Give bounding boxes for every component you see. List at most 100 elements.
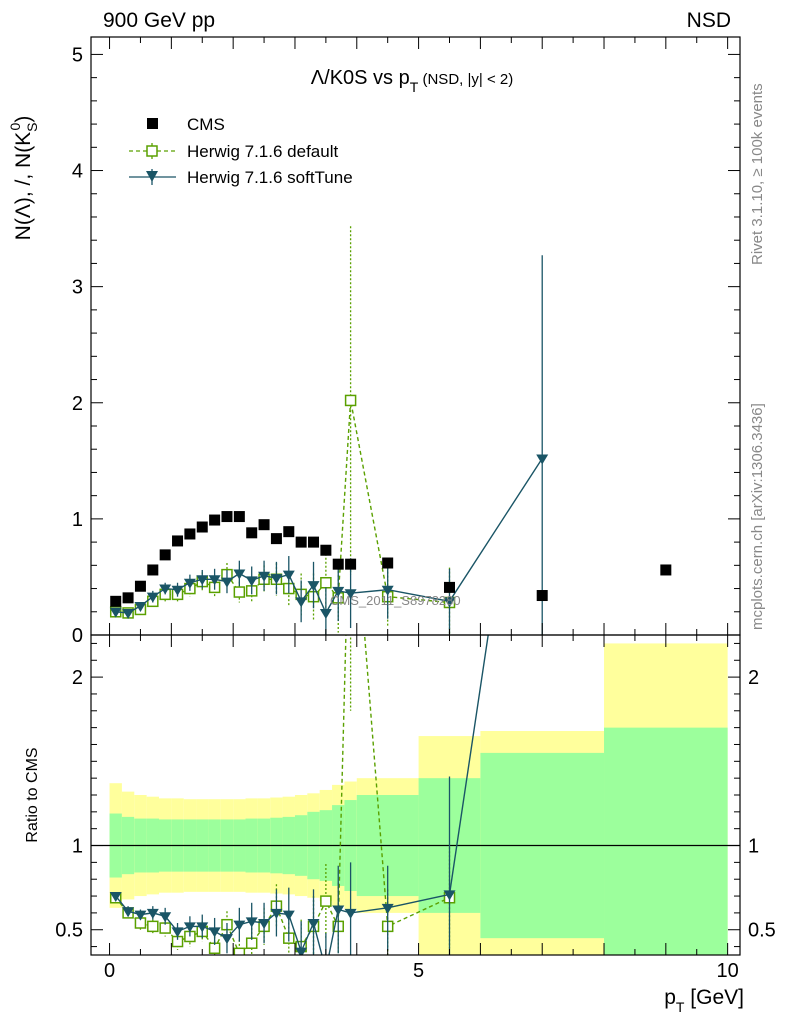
data-point [246, 527, 258, 539]
data-point [270, 574, 283, 585]
main-y-axis: 0 1 2 3 4 5 [72, 37, 740, 647]
data-point [109, 892, 122, 903]
data-point [295, 536, 307, 548]
data-point [147, 564, 159, 576]
data-point [344, 908, 357, 919]
data-point [320, 544, 332, 556]
data-point [332, 905, 345, 916]
data-point [344, 394, 357, 407]
main-title: Λ/K0S vs pT (NSD, |y| < 2) [311, 67, 513, 95]
data-point [443, 581, 455, 593]
main-title-tail: (NSD, |y| < 2) [418, 71, 513, 88]
watermark: CMS_2011_S8978280 [330, 593, 461, 608]
data-point [308, 536, 320, 548]
data-point [183, 922, 196, 933]
data-point [122, 907, 135, 918]
ratio-y-tick-label-right: 2 [748, 667, 759, 689]
ratio-y-tick-label-right: 1 [748, 836, 759, 858]
data-point [196, 521, 208, 533]
main-plot-area [109, 226, 672, 635]
data-point [295, 597, 308, 608]
data-point [660, 564, 672, 576]
data-point [159, 549, 171, 561]
data-point [258, 919, 271, 929]
data-point [332, 558, 344, 570]
data-point [184, 528, 196, 540]
ratio-xlabel: pT [GeV] [664, 986, 744, 1015]
data-point [110, 595, 122, 607]
data-point [208, 575, 221, 586]
data-point [196, 922, 209, 933]
ratio-y-axis: 0.5 0.5 1 1 2 2 [55, 642, 776, 948]
data-point [270, 908, 283, 919]
data-point [443, 890, 456, 901]
main-ylabel-sup: 0 [7, 122, 23, 130]
y-tick-label: 2 [72, 393, 83, 415]
ratio-panel: Ratio to CMS 0.5 0.5 1 1 2 2 0 5 10 pT [GeV] [24, 634, 776, 1015]
data-point [536, 590, 548, 602]
data-point [221, 511, 233, 523]
data-point [332, 586, 345, 597]
data-point [320, 895, 332, 907]
data-point [209, 514, 221, 526]
data-point [345, 558, 357, 570]
legend-marker-cms [147, 118, 158, 129]
data-point [282, 570, 295, 581]
header-left: 900 GeV pp [103, 9, 215, 32]
data-point [147, 920, 159, 933]
data-point [320, 576, 332, 589]
legend-label-cms: CMS [187, 115, 225, 134]
uncertainty-band-inner [604, 727, 728, 955]
legend-marker-softtune [146, 171, 158, 182]
data-point [220, 577, 233, 588]
data-point [233, 569, 246, 580]
data-point [159, 912, 172, 923]
data-point [381, 585, 394, 596]
side-label-top: Rivet 3.1.10, ≥ 100k events [749, 83, 766, 265]
data-point [233, 511, 245, 523]
ratio-ylabel: Ratio to CMS [24, 747, 41, 842]
data-point [536, 454, 549, 465]
main-ylabel-tail: ) [12, 116, 35, 123]
main-ylabel-text: N(Λ), /, N(K [12, 132, 35, 241]
data-point [122, 592, 134, 604]
data-point [307, 919, 320, 929]
ratio-xlabel-tail: [GeV] [684, 986, 744, 1009]
data-point [295, 947, 308, 955]
data-point [233, 586, 246, 598]
data-point [146, 908, 159, 919]
main-panel: Λ/K0S vs pT (NSD, |y| < 2) N(Λ), /, N(KS… [7, 36, 741, 647]
data-point [382, 557, 394, 569]
ratio-xlabel-sub: T [676, 999, 685, 1015]
data-point [146, 592, 159, 603]
data-point [282, 910, 295, 921]
data-point [283, 526, 295, 538]
data-point [320, 966, 332, 976]
data-point [270, 533, 282, 545]
data-point [258, 571, 271, 582]
data-point [208, 927, 221, 938]
ratio-x-tick-label: 0 [104, 960, 115, 982]
data-point [245, 576, 258, 587]
series-line [115, 400, 450, 614]
data-point [159, 584, 172, 595]
data-point [381, 903, 394, 914]
header-right: NSD [687, 9, 731, 32]
legend-marker-default [146, 145, 158, 157]
ratio-y-tick-label: 0.5 [55, 920, 83, 942]
y-tick-label: 1 [72, 509, 83, 531]
ratio-y-tick-label-right: 0.5 [748, 920, 776, 942]
data-point [307, 581, 320, 592]
data-point [134, 580, 146, 592]
y-tick-label: 3 [72, 277, 83, 299]
ratio-x-tick-label: 10 [717, 960, 739, 982]
legend-label-softtune: Herwig 7.1.6 softTune [187, 168, 353, 187]
data-point [122, 608, 135, 619]
data-point [196, 575, 209, 586]
y-tick-label: 0 [72, 625, 83, 647]
main-ylabel: N(Λ), /, N(KS0) [7, 116, 40, 241]
data-point [258, 519, 270, 531]
data-point [233, 920, 246, 931]
ratio-y-tick-label: 1 [72, 836, 83, 858]
